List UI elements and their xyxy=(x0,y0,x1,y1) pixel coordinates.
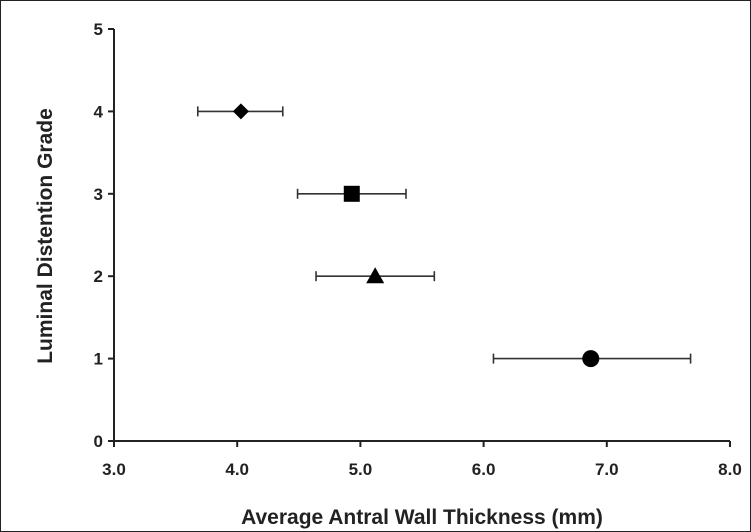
triangle-marker xyxy=(366,267,385,284)
axes xyxy=(113,29,730,442)
markers xyxy=(232,103,600,368)
y-tick-label: 2 xyxy=(94,267,103,286)
y-tick-label: 3 xyxy=(94,185,103,204)
square-marker xyxy=(343,185,360,202)
ticks: 3.0 4.0 5.0 6.0 7.0 8.0 0 1 2 3 4 5 xyxy=(94,20,742,479)
x-tick-label: 7.0 xyxy=(595,460,619,479)
circle-marker xyxy=(582,350,600,368)
error-bars xyxy=(196,106,692,364)
x-axis-label: Average Antral Wall Thickness (mm) xyxy=(241,506,603,529)
x-tick-label: 8.0 xyxy=(718,460,742,479)
x-tick-label: 4.0 xyxy=(225,460,249,479)
x-tick-label: 5.0 xyxy=(349,460,373,479)
y-tick-label: 4 xyxy=(94,102,104,121)
y-tick-label: 0 xyxy=(94,432,103,451)
x-tick-label: 3.0 xyxy=(102,460,126,479)
y-tick-label: 5 xyxy=(94,20,103,39)
y-tick-label: 1 xyxy=(94,350,103,369)
y-axis-label: Luminal Distention Grade xyxy=(34,108,57,364)
x-tick-label: 6.0 xyxy=(472,460,496,479)
diamond-marker xyxy=(232,103,249,120)
